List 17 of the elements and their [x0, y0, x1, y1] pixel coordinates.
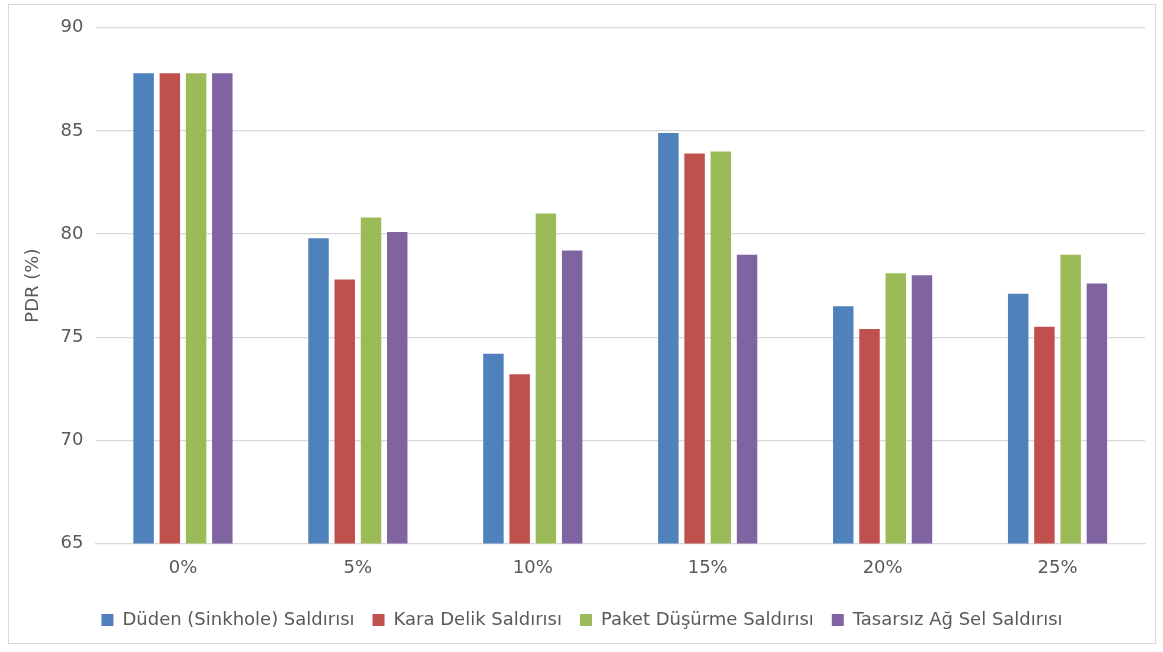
y-tick-label: 80	[60, 221, 84, 243]
y-tick-label: 70	[60, 427, 84, 449]
x-tick-label: 10%	[512, 555, 553, 577]
x-tick-label: 15%	[687, 555, 728, 577]
x-tick-label: 0%	[168, 555, 198, 577]
x-tick-label: 20%	[862, 555, 903, 577]
legend-label: Kara Delik Saldırısı	[393, 607, 562, 629]
y-axis-title: PDR (%)	[21, 248, 43, 323]
y-tick-label: 75	[60, 324, 84, 346]
legend-label: Tasarsız Ağ Sel Saldırısı	[851, 607, 1063, 629]
y-tick-label: 85	[60, 118, 84, 140]
legend-label: Düden (Sinkhole) Saldırısı	[122, 607, 355, 629]
y-tick-label: 90	[60, 15, 84, 37]
y-tick-label: 65	[60, 531, 84, 553]
x-tick-label: 25%	[1037, 555, 1078, 577]
x-tick-label: 5%	[343, 555, 373, 577]
legend-label: Paket Düşürme Saldırısı	[600, 607, 814, 629]
